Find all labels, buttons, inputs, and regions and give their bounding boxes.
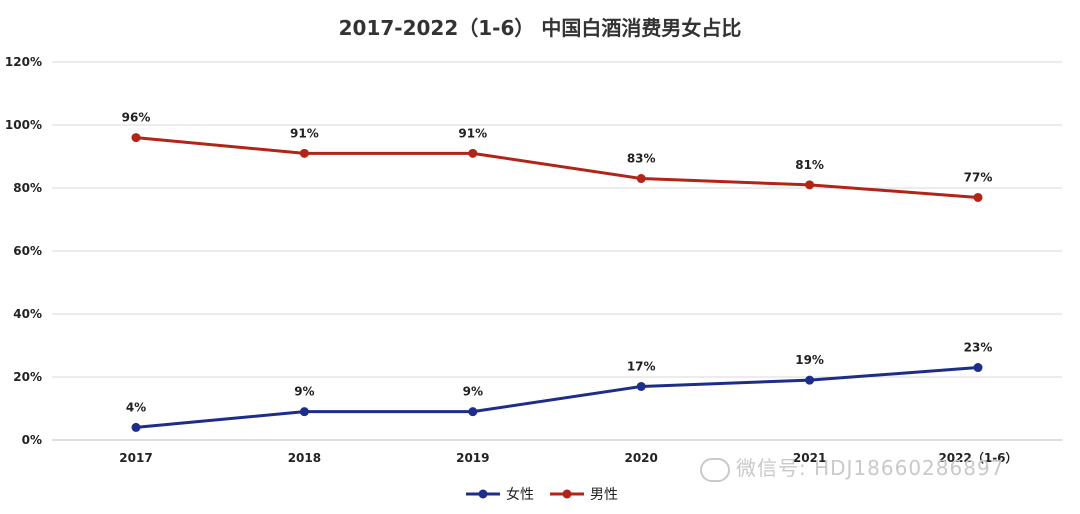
data-point (299, 407, 309, 417)
data-point (299, 148, 309, 158)
data-point (131, 133, 141, 143)
data-point (805, 375, 815, 385)
data-label: 19% (795, 353, 824, 367)
y-tick-label: 80% (13, 181, 42, 195)
legend-label: 男性 (590, 487, 618, 503)
data-point (468, 407, 478, 417)
y-tick-label: 40% (13, 307, 42, 321)
data-label: 23% (964, 341, 993, 355)
legend-marker (478, 489, 488, 499)
data-label: 81% (795, 158, 824, 172)
x-tick-label: 2020 (624, 451, 657, 465)
data-label: 91% (290, 126, 319, 140)
legend-label: 女性 (506, 486, 534, 503)
series-line (135, 366, 979, 429)
data-label: 17% (627, 359, 656, 373)
x-tick-label: 2018 (288, 451, 321, 465)
data-label: 83% (627, 152, 656, 166)
chart-title: 2017-2022（1-6） 中国白酒消费男女占比 (338, 16, 742, 40)
y-tick-label: 20% (13, 370, 42, 384)
wechat-icon (700, 457, 730, 482)
data-point (805, 180, 815, 190)
data-point (973, 192, 983, 202)
data-point (636, 381, 646, 391)
watermark: 微信号: HDJ18660286897 (700, 452, 1004, 482)
x-tick-label: 2022（1-6） (938, 450, 1017, 465)
x-tick-label: 2021 (793, 451, 826, 465)
data-label: 91% (458, 126, 487, 140)
y-tick-label: 100% (5, 118, 42, 132)
legend-marker (562, 489, 572, 499)
data-label: 4% (126, 400, 146, 414)
data-point (468, 148, 478, 158)
data-point (636, 174, 646, 184)
data-point (973, 363, 983, 373)
x-tick-label: 2019 (456, 451, 489, 465)
series-line (135, 136, 979, 199)
y-tick-label: 0% (22, 433, 42, 447)
data-label: 9% (463, 385, 483, 399)
y-tick-label: 60% (13, 244, 42, 258)
x-tick-label: 2017 (119, 451, 152, 465)
y-tick-label: 120% (5, 55, 42, 69)
data-point (131, 422, 141, 432)
data-label: 96% (122, 111, 151, 125)
data-label: 77% (964, 170, 993, 184)
watermark-text: 微信号: HDJ18660286897 (736, 456, 1005, 480)
data-label: 9% (294, 385, 314, 399)
